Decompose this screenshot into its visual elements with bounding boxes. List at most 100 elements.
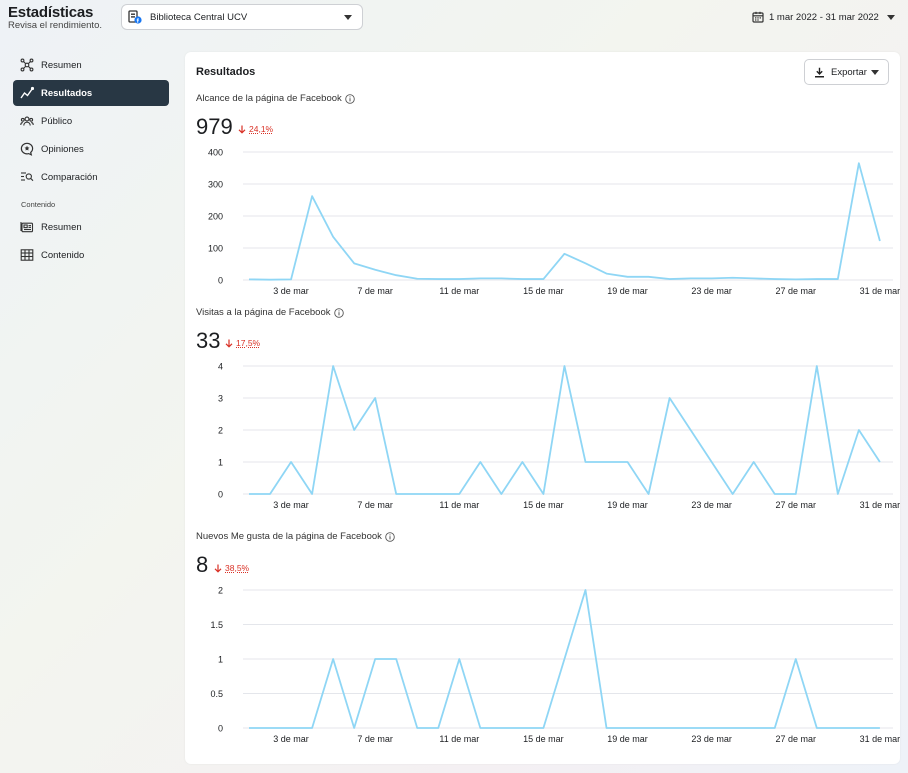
data-point[interactable]: [792, 655, 800, 663]
data-point[interactable]: [308, 490, 316, 498]
sidebar-item-resultados[interactable]: Resultados: [13, 80, 169, 106]
data-point[interactable]: [666, 724, 674, 732]
data-point[interactable]: [708, 274, 716, 282]
sidebar-item-resumen[interactable]: Resumen: [13, 52, 169, 78]
data-point[interactable]: [455, 490, 463, 498]
sidebar-item-contenido-tabla[interactable]: Contenido: [13, 242, 169, 268]
data-point[interactable]: [603, 270, 611, 278]
data-point[interactable]: [876, 458, 884, 466]
data-point[interactable]: [476, 724, 484, 732]
data-point[interactable]: [434, 275, 442, 283]
data-point[interactable]: [729, 490, 737, 498]
data-point[interactable]: [245, 724, 253, 732]
data-point[interactable]: [266, 490, 274, 498]
data-point[interactable]: [476, 274, 484, 282]
data-point[interactable]: [413, 275, 421, 283]
data-point[interactable]: [413, 490, 421, 498]
data-point[interactable]: [350, 426, 358, 434]
data-point[interactable]: [434, 724, 442, 732]
data-point[interactable]: [329, 362, 337, 370]
data-point[interactable]: [624, 724, 632, 732]
data-point[interactable]: [266, 276, 274, 284]
data-point[interactable]: [855, 724, 863, 732]
data-point[interactable]: [834, 724, 842, 732]
data-point[interactable]: [560, 655, 568, 663]
data-point[interactable]: [855, 426, 863, 434]
sidebar-item-publico[interactable]: Público: [13, 108, 169, 134]
data-point[interactable]: [518, 724, 526, 732]
data-point[interactable]: [834, 490, 842, 498]
data-point[interactable]: [518, 275, 526, 283]
data-point[interactable]: [666, 275, 674, 283]
data-point[interactable]: [287, 724, 295, 732]
data-point[interactable]: [687, 274, 695, 282]
data-point[interactable]: [876, 237, 884, 245]
data-point[interactable]: [497, 490, 505, 498]
data-point[interactable]: [308, 724, 316, 732]
data-point[interactable]: [560, 250, 568, 258]
data-point[interactable]: [455, 655, 463, 663]
data-point[interactable]: [581, 259, 589, 267]
data-point[interactable]: [287, 275, 295, 283]
data-point[interactable]: [245, 275, 253, 283]
data-point[interactable]: [350, 724, 358, 732]
data-point[interactable]: [329, 655, 337, 663]
data-point[interactable]: [687, 724, 695, 732]
data-point[interactable]: [581, 586, 589, 594]
data-point[interactable]: [245, 490, 253, 498]
data-point[interactable]: [266, 724, 274, 732]
data-point[interactable]: [750, 724, 758, 732]
data-point[interactable]: [813, 275, 821, 283]
export-button[interactable]: Exportar: [804, 59, 889, 85]
page-selector[interactable]: Biblioteca Central UCV: [121, 4, 363, 30]
data-point[interactable]: [434, 490, 442, 498]
data-point[interactable]: [708, 458, 716, 466]
data-point[interactable]: [603, 458, 611, 466]
data-point[interactable]: [392, 490, 400, 498]
data-point[interactable]: [392, 271, 400, 279]
data-point[interactable]: [497, 274, 505, 282]
sidebar-item-contenido-resumen[interactable]: Resumen: [13, 214, 169, 240]
data-point[interactable]: [581, 458, 589, 466]
data-point[interactable]: [855, 159, 863, 167]
sidebar-item-opiniones[interactable]: Opiniones: [13, 136, 169, 162]
data-point[interactable]: [729, 274, 737, 282]
data-point[interactable]: [560, 362, 568, 370]
data-point[interactable]: [413, 724, 421, 732]
data-point[interactable]: [371, 266, 379, 274]
data-point[interactable]: [371, 655, 379, 663]
data-point[interactable]: [729, 724, 737, 732]
data-point[interactable]: [813, 362, 821, 370]
data-point[interactable]: [876, 724, 884, 732]
data-point[interactable]: [792, 490, 800, 498]
data-point[interactable]: [539, 724, 547, 732]
info-icon[interactable]: [345, 93, 355, 104]
data-point[interactable]: [771, 275, 779, 283]
data-point[interactable]: [329, 233, 337, 241]
data-point[interactable]: [771, 490, 779, 498]
data-point[interactable]: [708, 724, 716, 732]
data-point[interactable]: [518, 458, 526, 466]
data-point[interactable]: [287, 458, 295, 466]
data-point[interactable]: [645, 273, 653, 281]
data-point[interactable]: [666, 394, 674, 402]
data-point[interactable]: [539, 275, 547, 283]
data-point[interactable]: [455, 275, 463, 283]
data-point[interactable]: [750, 458, 758, 466]
data-point[interactable]: [771, 724, 779, 732]
data-point[interactable]: [308, 192, 316, 200]
data-point[interactable]: [539, 490, 547, 498]
data-point[interactable]: [392, 655, 400, 663]
data-point[interactable]: [497, 724, 505, 732]
data-point[interactable]: [645, 724, 653, 732]
data-point[interactable]: [813, 724, 821, 732]
data-point[interactable]: [834, 275, 842, 283]
data-point[interactable]: [350, 259, 358, 267]
data-point[interactable]: [645, 490, 653, 498]
data-point[interactable]: [624, 273, 632, 281]
info-icon[interactable]: [333, 307, 344, 318]
data-point[interactable]: [792, 275, 800, 283]
sidebar-item-comparacion[interactable]: Comparación: [13, 164, 169, 190]
data-point[interactable]: [371, 394, 379, 402]
data-point[interactable]: [750, 274, 758, 282]
